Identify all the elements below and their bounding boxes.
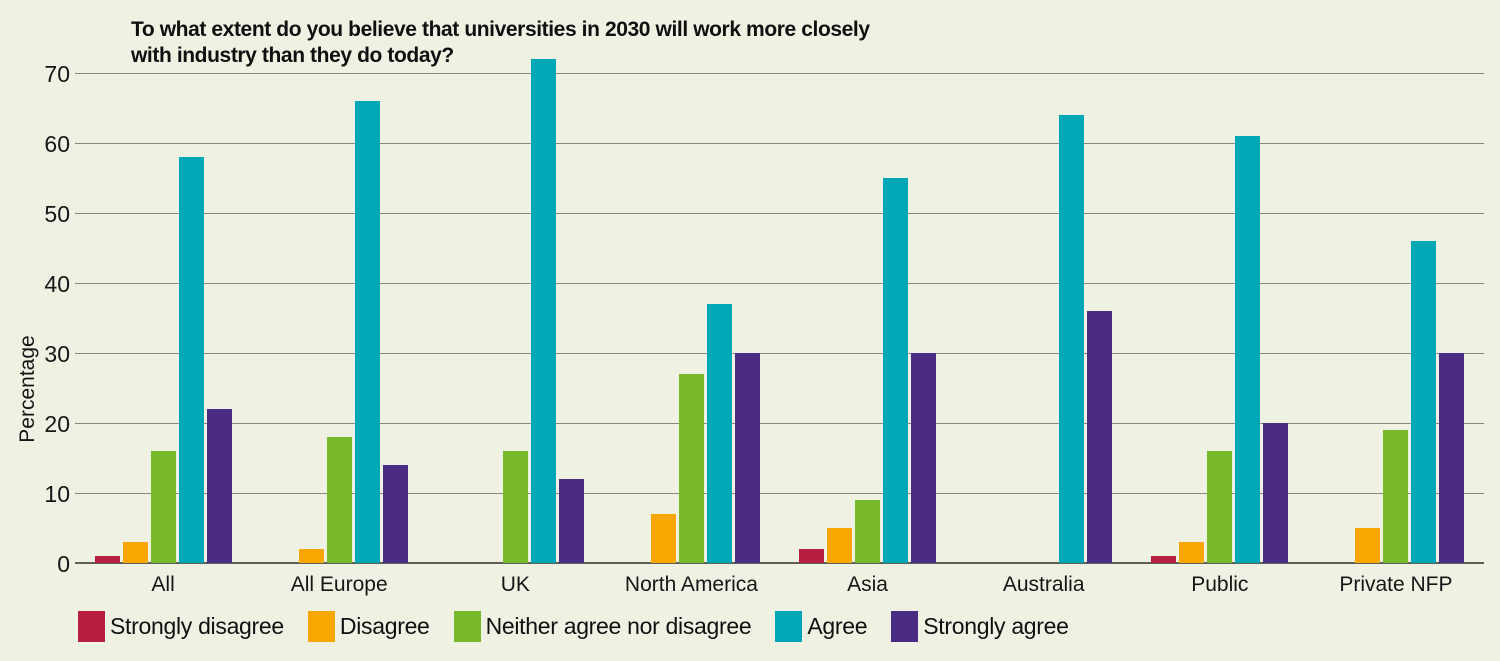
bar-uk-agree — [530, 59, 556, 563]
bar-public-disagree — [1179, 542, 1205, 563]
x-label-uk: UK — [500, 573, 530, 596]
x-label-all: All — [151, 573, 175, 596]
x-label-private-nfp: Private NFP — [1339, 573, 1453, 596]
legend-swatch-disagree — [307, 611, 335, 642]
legend-swatch-strongly-agree — [891, 611, 919, 642]
bar-australia-strongly-agree — [1087, 311, 1113, 563]
legend-label-agree: Agree — [807, 613, 868, 639]
bar-uk-neither-agree-nor-disagree — [502, 451, 528, 563]
x-label-asia: Asia — [847, 573, 888, 596]
y-tick-label-50: 50 — [44, 201, 70, 227]
gridline-70 — [75, 73, 1484, 74]
bar-all-agree — [178, 157, 204, 563]
bar-north-america-strongly-agree — [734, 353, 760, 563]
y-tick-label-70: 70 — [44, 61, 70, 87]
x-label-north-america: North America — [624, 573, 758, 596]
legend-label-neither-agree-nor-disagree: Neither agree nor disagree — [485, 613, 752, 639]
legend-item-agree: Agree — [775, 611, 868, 642]
legend: Strongly disagree Disagree Neither agree n… — [78, 611, 1069, 642]
bar-all-europe-agree — [354, 101, 380, 563]
legend-item-strongly-disagree: Strongly disagree — [78, 611, 284, 642]
legend-label-disagree: Disagree — [339, 613, 430, 639]
gridline-30 — [75, 353, 1484, 354]
legend-label-strongly-agree: Strongly agree — [923, 613, 1069, 639]
x-label-all-europe: All Europe — [290, 573, 388, 596]
gridline-60 — [75, 143, 1484, 144]
y-tick-label-60: 60 — [44, 131, 70, 157]
gridline-20 — [75, 423, 1484, 424]
chart-title: To what extent do you believe that unive… — [131, 17, 870, 69]
y-tick-label-0: 0 — [57, 551, 70, 577]
bar-private-nfp-agree — [1411, 241, 1437, 563]
x-axis-line — [75, 562, 1484, 564]
legend-swatch-strongly-disagree — [78, 611, 105, 642]
bar-public-neither-agree-nor-disagree — [1207, 451, 1233, 563]
bar-uk-strongly-agree — [558, 479, 584, 563]
bar-private-nfp-disagree — [1355, 528, 1381, 563]
bar-public-agree — [1235, 136, 1261, 563]
legend-item-neither-agree-nor-disagree: Neither agree nor disagree — [453, 611, 752, 642]
bar-public-strongly-agree — [1263, 423, 1289, 563]
bar-all-europe-disagree — [298, 549, 324, 563]
bar-asia-agree — [883, 178, 909, 563]
y-tick-label-40: 40 — [44, 271, 70, 297]
bar-all-strongly-agree — [206, 409, 232, 563]
legend-item-disagree: Disagree — [307, 611, 430, 642]
bar-north-america-disagree — [650, 514, 676, 563]
y-tick-label-20: 20 — [44, 411, 70, 437]
bar-north-america-agree — [706, 304, 732, 563]
y-axis-label: Percentage — [16, 335, 39, 443]
legend-swatch-neither-agree-nor-disagree — [453, 611, 481, 642]
legend-item-strongly-agree: Strongly agree — [891, 611, 1069, 642]
bar-north-america-neither-agree-nor-disagree — [678, 374, 704, 563]
gridline-40 — [75, 283, 1484, 284]
x-label-australia: Australia — [1002, 573, 1085, 596]
bar-all-europe-neither-agree-nor-disagree — [326, 437, 352, 563]
y-tick-label-10: 10 — [44, 481, 70, 507]
bar-all-disagree — [122, 542, 148, 563]
legend-label-strongly-disagree: Strongly disagree — [110, 613, 284, 639]
bar-australia-agree — [1059, 115, 1085, 563]
x-label-public: Public — [1191, 573, 1249, 596]
bar-private-nfp-neither-agree-nor-disagree — [1383, 430, 1409, 563]
y-tick-label-30: 30 — [44, 341, 70, 367]
gridline-10 — [75, 493, 1484, 494]
bar-private-nfp-strongly-agree — [1439, 353, 1465, 563]
legend-swatch-agree — [775, 611, 803, 642]
bar-asia-strongly-agree — [911, 353, 937, 563]
chart-title-line1: To what extent do you believe that unive… — [131, 18, 870, 41]
bar-asia-disagree — [827, 528, 853, 563]
gridline-50 — [75, 213, 1484, 214]
bar-asia-neither-agree-nor-disagree — [855, 500, 881, 563]
bar-all-neither-agree-nor-disagree — [150, 451, 176, 563]
chart-title-line2: with industry than they do today? — [131, 44, 454, 67]
bar-all-europe-strongly-agree — [382, 465, 408, 563]
bar-public-strongly-disagree — [1151, 556, 1177, 563]
bar-all-strongly-disagree — [94, 556, 120, 563]
bar-asia-strongly-disagree — [799, 549, 825, 563]
